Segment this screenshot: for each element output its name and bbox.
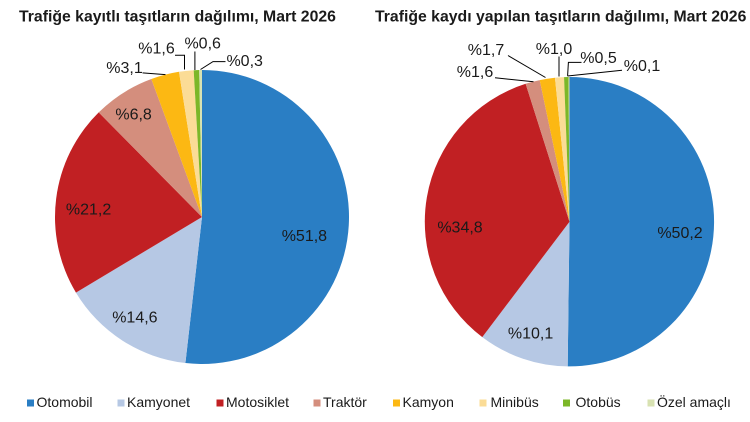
svg-text:Trafiğe kayıtlı taşıtların dağ: Trafiğe kayıtlı taşıtların dağılımı, Mar… xyxy=(19,9,336,26)
svg-text:Otobüs: Otobüs xyxy=(576,394,621,410)
svg-text:%0,3: %0,3 xyxy=(226,53,263,70)
svg-text:Minibüs: Minibüs xyxy=(491,394,539,410)
svg-text:Trafiğe kaydı yapılan taşıtlar: Trafiğe kaydı yapılan taşıtların dağılım… xyxy=(375,9,747,26)
svg-text:Kamyonet: Kamyonet xyxy=(127,394,190,410)
svg-text:Traktör: Traktör xyxy=(323,394,367,410)
svg-text:%50,2: %50,2 xyxy=(657,225,702,242)
svg-text:Motosiklet: Motosiklet xyxy=(226,394,289,410)
svg-text:%34,8: %34,8 xyxy=(437,220,482,237)
svg-text:%0,6: %0,6 xyxy=(184,35,221,52)
svg-text:Otomobil: Otomobil xyxy=(37,394,93,410)
svg-text:%1,6: %1,6 xyxy=(457,64,494,81)
svg-text:Özel amaçlı: Özel amaçlı xyxy=(657,393,731,410)
svg-text:%1,0: %1,0 xyxy=(536,41,573,58)
svg-text:Kamyon: Kamyon xyxy=(403,394,454,410)
svg-text:%1,6: %1,6 xyxy=(138,41,175,58)
svg-text:%51,8: %51,8 xyxy=(282,228,327,245)
svg-text:%0,1: %0,1 xyxy=(624,58,661,75)
svg-text:%6,8: %6,8 xyxy=(115,106,152,123)
svg-text:%10,1: %10,1 xyxy=(508,326,553,343)
svg-text:%3,1: %3,1 xyxy=(106,60,143,77)
svg-text:%0,5: %0,5 xyxy=(580,50,617,67)
svg-text:%21,2: %21,2 xyxy=(66,202,111,219)
svg-text:%14,6: %14,6 xyxy=(112,309,157,326)
svg-text:%1,7: %1,7 xyxy=(468,42,505,59)
